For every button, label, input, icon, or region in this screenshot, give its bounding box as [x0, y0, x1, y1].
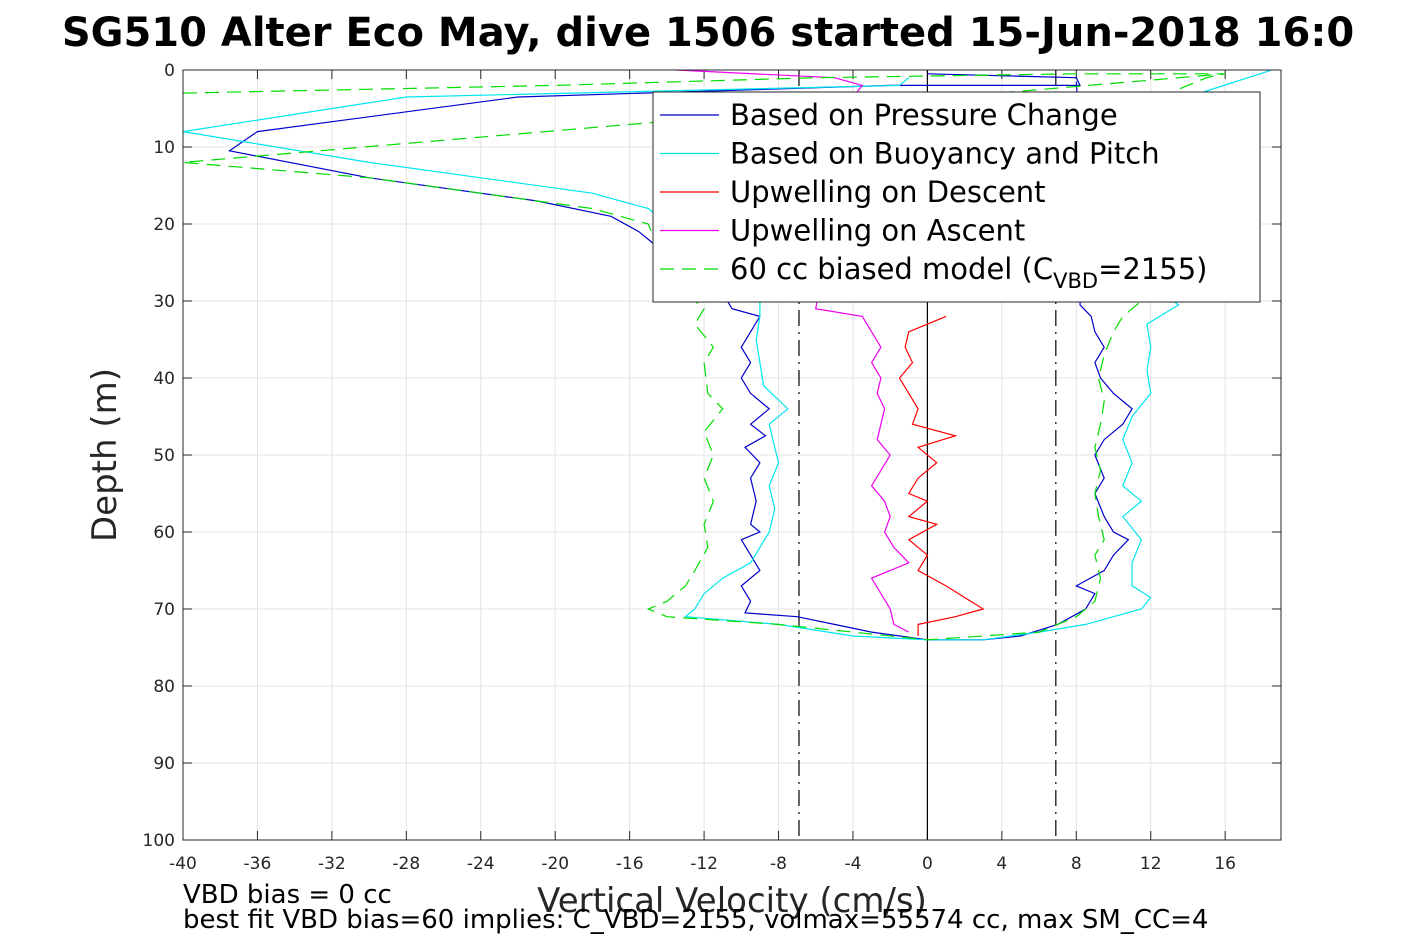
y-tick-label: 40: [153, 369, 175, 389]
y-tick-labels: 0 10 20 30 40 50 60 70 80 90 100: [143, 61, 175, 851]
legend-label: Upwelling on Descent: [730, 175, 1046, 209]
y-tick-label: 90: [153, 754, 175, 774]
legend-label: Based on Pressure Change: [730, 98, 1118, 132]
legend-label: Based on Buoyancy and Pitch: [730, 137, 1160, 171]
x-tick-label: 8: [1071, 854, 1082, 874]
legend-label-subscript: VBD: [1053, 269, 1098, 293]
y-tick-label: 10: [153, 138, 175, 158]
x-tick-label: -4: [844, 854, 861, 874]
y-axis-label: Depth (m): [85, 368, 125, 542]
legend: Based on Pressure Change Based on Buoyanc…: [652, 91, 1261, 303]
y-tick-label: 70: [153, 600, 175, 620]
axes-box: [182, 69, 1282, 841]
legend-label-main: Based on Pressure Change: [730, 98, 1118, 132]
y-tick-label: 50: [153, 446, 175, 466]
legend-label: 60 cc biased model (CVBD=2155): [730, 252, 1208, 293]
x-axis-label: Vertical Velocity (cm/s): [537, 881, 927, 921]
y-tick-label: 100: [143, 831, 175, 851]
x-tick-label: 16: [1214, 854, 1236, 874]
x-tick-label: -36: [244, 854, 272, 874]
legend-label-main: Upwelling on Descent: [730, 175, 1046, 209]
x-tick-label: -24: [467, 854, 495, 874]
x-tick-label: 0: [922, 854, 933, 874]
series-line: [676, 69, 910, 633]
x-tick-label: -20: [541, 854, 569, 874]
legend-label-main: Upwelling on Ascent: [730, 214, 1025, 248]
x-tick-label: -28: [392, 854, 420, 874]
x-tick-label: -40: [169, 854, 197, 874]
y-tick-label: 0: [164, 61, 175, 81]
x-tick-label: 4: [996, 854, 1007, 874]
x-tick-label: -8: [770, 854, 787, 874]
vbd-bias-note: VBD bias = 0 cc: [183, 880, 392, 910]
legend-label-main: 60 cc biased model (C: [730, 252, 1053, 286]
series-line: [898, 315, 985, 636]
chart-title: SG510 Alter Eco May, dive 1506 started 1…: [62, 10, 1354, 56]
x-tick-label: -12: [690, 854, 718, 874]
y-tick-label: 80: [153, 677, 175, 697]
legend-label-main: Based on Buoyancy and Pitch: [730, 137, 1160, 171]
x-tick-label: -32: [318, 854, 346, 874]
legend-label-suffix: =2155): [1098, 252, 1207, 286]
x-tick-label: 12: [1140, 854, 1162, 874]
x-tick-labels: -40 -36 -32 -28 -24 -20 -16 -12 -8 -4 0 4 8 12 16: [169, 854, 1236, 874]
x-tick-label: -16: [616, 854, 644, 874]
best-fit-note: best fit VBD bias=60 implies: C_VBD=2155…: [183, 905, 1208, 935]
y-tick-label: 20: [153, 215, 175, 235]
y-tick-label: 30: [153, 292, 175, 312]
legend-box: [652, 91, 1261, 303]
y-tick-label: 60: [153, 523, 175, 543]
legend-label: Upwelling on Ascent: [730, 214, 1025, 248]
